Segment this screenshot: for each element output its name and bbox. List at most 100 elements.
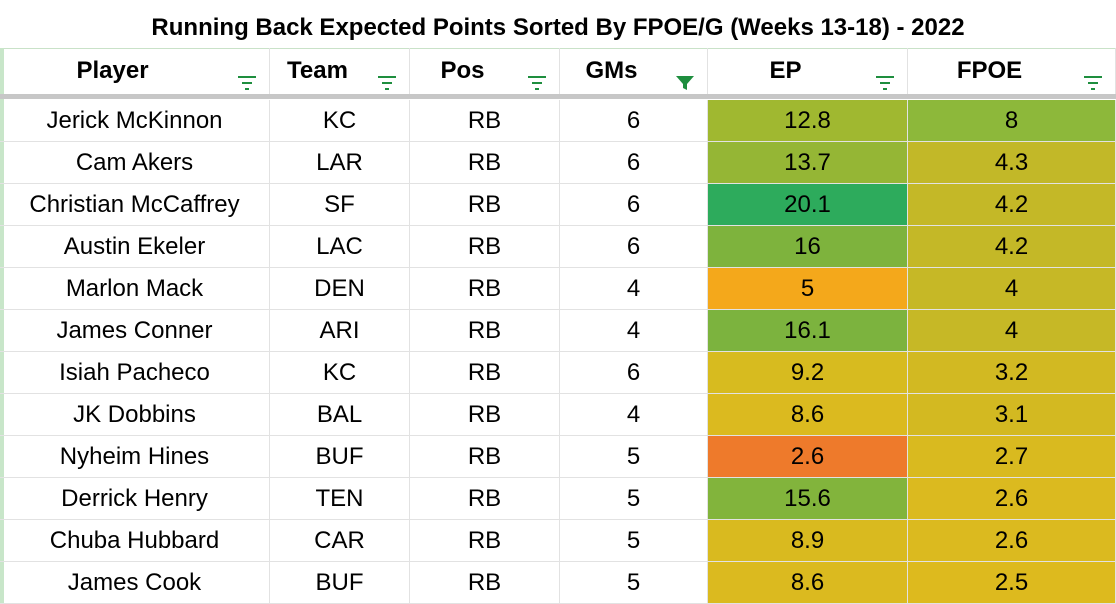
cell-fpoe[interactable]: 2.7 bbox=[908, 436, 1116, 478]
cell-team[interactable]: KC bbox=[270, 352, 410, 394]
cell-player[interactable]: Austin Ekeler bbox=[0, 226, 270, 268]
cell-pos[interactable]: RB bbox=[410, 478, 560, 520]
cell-team[interactable]: LAR bbox=[270, 142, 410, 184]
cell-pos[interactable]: RB bbox=[410, 394, 560, 436]
cell-gms[interactable]: 5 bbox=[560, 478, 708, 520]
cell-fpoe[interactable]: 4.2 bbox=[908, 226, 1116, 268]
cell-fpoe[interactable]: 3.2 bbox=[908, 352, 1116, 394]
filter-lines-icon[interactable] bbox=[874, 62, 896, 90]
cell-fpoe[interactable]: 4 bbox=[908, 268, 1116, 310]
cell-ep[interactable]: 20.1 bbox=[708, 184, 908, 226]
table-row: James Conner ARI RB 4 16.1 4 bbox=[0, 310, 1116, 352]
filter-lines-icon[interactable] bbox=[1082, 62, 1104, 90]
table-row: Derrick Henry TEN RB 5 15.6 2.6 bbox=[0, 478, 1116, 520]
cell-pos[interactable]: RB bbox=[410, 100, 560, 142]
cell-ep[interactable]: 9.2 bbox=[708, 352, 908, 394]
cell-team[interactable]: DEN bbox=[270, 268, 410, 310]
cell-gms[interactable]: 5 bbox=[560, 520, 708, 562]
table-row: Nyheim Hines BUF RB 5 2.6 2.7 bbox=[0, 436, 1116, 478]
cell-team[interactable]: ARI bbox=[270, 310, 410, 352]
cell-gms[interactable]: 4 bbox=[560, 310, 708, 352]
cell-fpoe[interactable]: 8 bbox=[908, 100, 1116, 142]
column-header-gms[interactable]: GMs bbox=[560, 48, 708, 94]
cell-ep[interactable]: 2.6 bbox=[708, 436, 908, 478]
cell-fpoe[interactable]: 3.1 bbox=[908, 394, 1116, 436]
column-header-pos[interactable]: Pos bbox=[410, 48, 560, 94]
cell-ep[interactable]: 16.1 bbox=[708, 310, 908, 352]
cell-team[interactable]: KC bbox=[270, 100, 410, 142]
table-row: Isiah Pacheco KC RB 6 9.2 3.2 bbox=[0, 352, 1116, 394]
cell-gms[interactable]: 6 bbox=[560, 142, 708, 184]
cell-team[interactable]: BUF bbox=[270, 562, 410, 604]
cell-player[interactable]: Marlon Mack bbox=[0, 268, 270, 310]
table-title: Running Back Expected Points Sorted By F… bbox=[0, 8, 1116, 49]
table-row: Marlon Mack DEN RB 4 5 4 bbox=[0, 268, 1116, 310]
cell-fpoe[interactable]: 4.2 bbox=[908, 184, 1116, 226]
filter-funnel-icon[interactable] bbox=[674, 62, 696, 90]
column-header-label: Player bbox=[76, 57, 149, 84]
cell-ep[interactable]: 8.9 bbox=[708, 520, 908, 562]
table-row: Cam Akers LAR RB 6 13.7 4.3 bbox=[0, 142, 1116, 184]
filter-lines-icon[interactable] bbox=[526, 62, 548, 90]
cell-player[interactable]: JK Dobbins bbox=[0, 394, 270, 436]
cell-ep[interactable]: 8.6 bbox=[708, 394, 908, 436]
cell-ep[interactable]: 12.8 bbox=[708, 100, 908, 142]
column-header-fpoe[interactable]: FPOE bbox=[908, 48, 1116, 94]
cell-player[interactable]: Chuba Hubbard bbox=[0, 520, 270, 562]
cell-ep[interactable]: 16 bbox=[708, 226, 908, 268]
cell-pos[interactable]: RB bbox=[410, 310, 560, 352]
cell-team[interactable]: BAL bbox=[270, 394, 410, 436]
table-row: Jerick McKinnon KC RB 6 12.8 8 bbox=[0, 100, 1116, 142]
cell-player[interactable]: Christian McCaffrey bbox=[0, 184, 270, 226]
frozen-row-divider[interactable] bbox=[0, 94, 1116, 99]
column-header-ep[interactable]: EP bbox=[708, 48, 908, 94]
cell-pos[interactable]: RB bbox=[410, 352, 560, 394]
cell-player[interactable]: Derrick Henry bbox=[0, 478, 270, 520]
cell-player[interactable]: James Cook bbox=[0, 562, 270, 604]
cell-pos[interactable]: RB bbox=[410, 226, 560, 268]
cell-team[interactable]: CAR bbox=[270, 520, 410, 562]
cell-gms[interactable]: 5 bbox=[560, 562, 708, 604]
cell-team[interactable]: LAC bbox=[270, 226, 410, 268]
cell-player[interactable]: James Conner bbox=[0, 310, 270, 352]
cell-fpoe[interactable]: 4 bbox=[908, 310, 1116, 352]
cell-team[interactable]: BUF bbox=[270, 436, 410, 478]
cell-fpoe[interactable]: 2.6 bbox=[908, 520, 1116, 562]
cell-player[interactable]: Cam Akers bbox=[0, 142, 270, 184]
cell-ep[interactable]: 8.6 bbox=[708, 562, 908, 604]
cell-gms[interactable]: 6 bbox=[560, 352, 708, 394]
cell-ep[interactable]: 15.6 bbox=[708, 478, 908, 520]
cell-team[interactable]: SF bbox=[270, 184, 410, 226]
table-row: JK Dobbins BAL RB 4 8.6 3.1 bbox=[0, 394, 1116, 436]
cell-gms[interactable]: 4 bbox=[560, 394, 708, 436]
cell-gms[interactable]: 6 bbox=[560, 184, 708, 226]
cell-ep[interactable]: 5 bbox=[708, 268, 908, 310]
cell-pos[interactable]: RB bbox=[410, 142, 560, 184]
cell-pos[interactable]: RB bbox=[410, 268, 560, 310]
cell-player[interactable]: Nyheim Hines bbox=[0, 436, 270, 478]
column-header-player[interactable]: Player bbox=[0, 48, 270, 94]
cell-player[interactable]: Isiah Pacheco bbox=[0, 352, 270, 394]
column-header-label: EP bbox=[769, 57, 802, 84]
cell-gms[interactable]: 5 bbox=[560, 436, 708, 478]
cell-pos[interactable]: RB bbox=[410, 562, 560, 604]
cell-ep[interactable]: 13.7 bbox=[708, 142, 908, 184]
cell-pos[interactable]: RB bbox=[410, 520, 560, 562]
cell-gms[interactable]: 6 bbox=[560, 100, 708, 142]
table-row: Austin Ekeler LAC RB 6 16 4.2 bbox=[0, 226, 1116, 268]
selection-strip bbox=[0, 48, 4, 604]
cell-team[interactable]: TEN bbox=[270, 478, 410, 520]
cell-gms[interactable]: 6 bbox=[560, 226, 708, 268]
table-row: James Cook BUF RB 5 8.6 2.5 bbox=[0, 562, 1116, 604]
cell-gms[interactable]: 4 bbox=[560, 268, 708, 310]
cell-pos[interactable]: RB bbox=[410, 184, 560, 226]
cell-fpoe[interactable]: 4.3 bbox=[908, 142, 1116, 184]
filter-lines-icon[interactable] bbox=[236, 62, 258, 90]
filter-lines-icon[interactable] bbox=[376, 62, 398, 90]
cell-player[interactable]: Jerick McKinnon bbox=[0, 100, 270, 142]
cell-pos[interactable]: RB bbox=[410, 436, 560, 478]
column-header-team[interactable]: Team bbox=[270, 48, 410, 94]
cell-fpoe[interactable]: 2.6 bbox=[908, 478, 1116, 520]
column-header-label: Pos bbox=[440, 57, 485, 84]
cell-fpoe[interactable]: 2.5 bbox=[908, 562, 1116, 604]
